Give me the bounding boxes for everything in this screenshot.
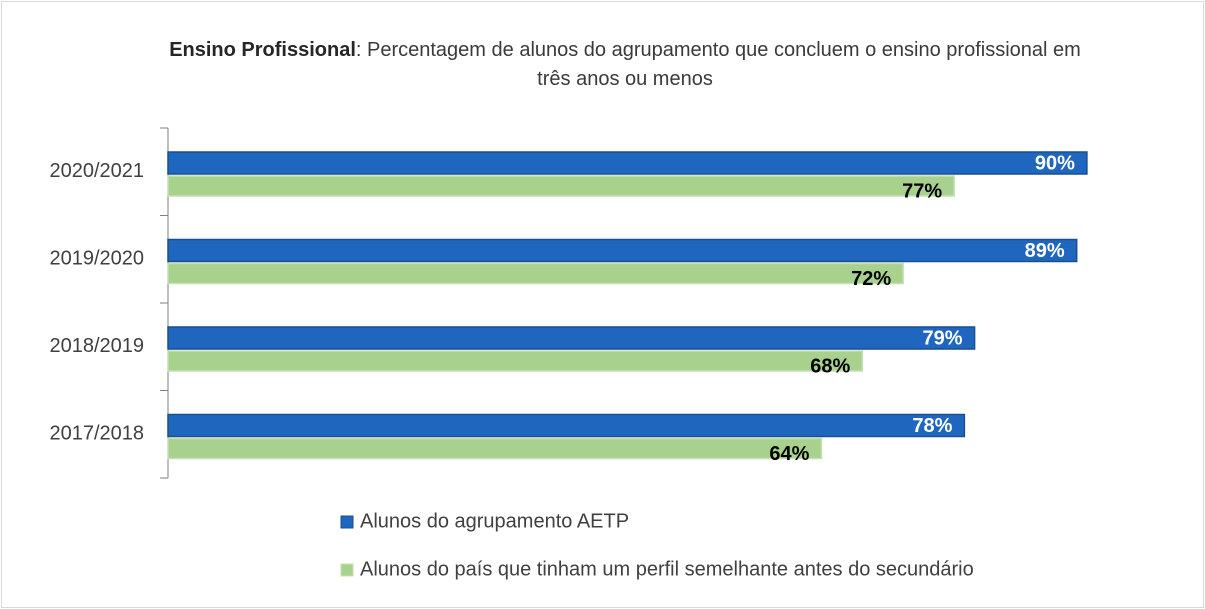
bar [167,326,976,350]
y-tick-label: 2017/2018 [49,423,144,445]
data-label: 78% [912,415,952,437]
data-label: 79% [923,327,963,349]
bar [167,350,864,372]
bar [167,413,966,438]
bar [167,262,904,285]
data-label: 72% [851,268,891,290]
chart-title: Ensino Profissional: Percentagem de alun… [150,36,1100,94]
bar [167,175,955,197]
data-label: 64% [769,443,809,465]
data-label: 90% [1035,152,1075,174]
data-label: 89% [1025,240,1065,262]
title-bold: Ensino Profissional [169,39,356,61]
y-tick-label: 2018/2019 [49,335,144,357]
title-text: : Percentagem de alunos do agrupamento q… [355,39,1081,90]
legend-swatch [340,563,354,577]
data-label: 68% [810,355,850,377]
y-tick-label: 2020/2021 [49,160,144,182]
bar [167,151,1088,175]
y-tick-label: 2019/2020 [49,248,144,270]
bar [167,238,1078,263]
legend-swatch [340,515,354,529]
legend-label: Alunos do país que tinham um perfil seme… [360,558,974,580]
legend-label: Alunos do agrupamento AETP [360,510,629,532]
data-label: 77% [902,180,942,202]
bar [167,437,823,460]
